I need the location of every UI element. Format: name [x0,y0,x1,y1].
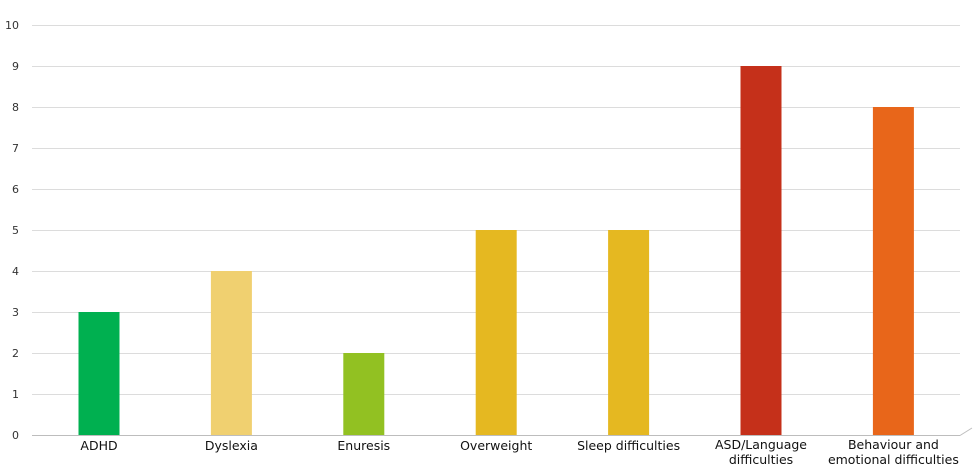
bars [78,66,914,435]
y-tick-label: 4 [12,265,19,278]
bar [872,107,914,435]
bar [78,312,120,435]
y-tick-label: 2 [12,347,19,360]
y-tick-label: 8 [12,101,19,114]
category-label-line: emotional difficulties [828,452,959,467]
category-label-line: Enuresis [337,438,390,453]
category-label-line: Dyslexia [205,438,258,453]
y-tick-label: 9 [12,60,19,73]
y-tick-label: 10 [5,19,19,32]
bar [210,271,252,435]
bar [740,66,782,435]
y-tick-label: 7 [12,142,19,155]
category-label-line: ASD/Language [715,437,807,452]
category-label-line: ADHD [80,438,117,453]
x-axis [32,427,973,436]
y-tick-label: 5 [12,224,19,237]
category-label: Enuresis [337,438,390,453]
category-label: Behaviour and emotional difficulties [828,437,959,467]
bar [608,230,650,435]
y-tick-label: 1 [12,388,19,401]
x-axis-end-mark [959,427,973,436]
bar [343,353,385,435]
category-label-line: difficulties [729,452,793,467]
y-axis-ticks: 0 1 2 3 4 5 6 7 8 9 10 [5,19,19,442]
category-label: ASD/Language difficulties [715,437,807,467]
y-tick-label: 6 [12,183,19,196]
category-label-line: Behaviour and [848,437,939,452]
category-labels: ADHD Dyslexia Enuresis Overweight Sleep diff… [80,437,958,467]
bar [475,230,517,435]
category-label: ADHD [80,438,117,453]
category-label-line: Sleep difficulties [577,438,680,453]
y-tick-label: 0 [12,429,19,442]
category-label: Sleep difficulties [577,438,680,453]
category-label: Dyslexia [205,438,258,453]
y-tick-label: 3 [12,306,19,319]
category-label-line: Overweight [460,438,532,453]
category-label: Overweight [460,438,532,453]
